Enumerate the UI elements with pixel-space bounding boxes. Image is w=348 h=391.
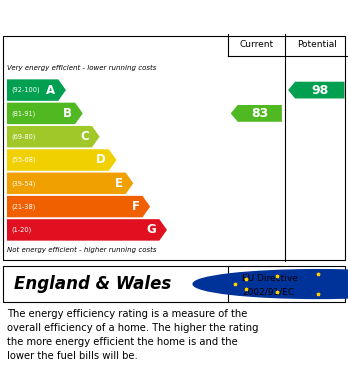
Polygon shape [7,126,100,147]
Polygon shape [288,82,345,99]
Circle shape [193,270,348,298]
Text: 98: 98 [311,84,329,97]
Text: EU Directive: EU Directive [242,274,298,283]
Polygon shape [7,172,133,194]
Polygon shape [231,105,282,122]
Text: D: D [96,154,106,167]
Polygon shape [7,219,167,240]
Text: Energy Efficiency Rating: Energy Efficiency Rating [10,9,232,23]
Text: 83: 83 [251,107,268,120]
Text: England & Wales: England & Wales [14,275,171,293]
Text: A: A [46,84,55,97]
Text: Very energy efficient - lower running costs: Very energy efficient - lower running co… [7,65,156,71]
Polygon shape [7,79,66,101]
Text: Not energy efficient - higher running costs: Not energy efficient - higher running co… [7,246,157,253]
Text: B: B [63,107,72,120]
Text: (21-38): (21-38) [11,203,35,210]
Polygon shape [7,196,150,217]
Text: Potential: Potential [297,40,337,49]
Text: G: G [147,223,157,237]
Text: (92-100): (92-100) [11,87,40,93]
Text: (55-68): (55-68) [11,157,36,163]
Text: (39-54): (39-54) [11,180,35,187]
Text: The energy efficiency rating is a measure of the
overall efficiency of a home. T: The energy efficiency rating is a measur… [7,308,259,361]
Text: (1-20): (1-20) [11,227,31,233]
Polygon shape [7,103,83,124]
Text: (81-91): (81-91) [11,110,35,117]
Text: E: E [115,177,123,190]
Text: 2002/91/EC: 2002/91/EC [242,287,294,296]
Text: F: F [132,200,140,213]
Text: C: C [80,130,89,143]
Text: Current: Current [239,40,274,49]
Text: (69-80): (69-80) [11,133,35,140]
Polygon shape [7,149,117,171]
